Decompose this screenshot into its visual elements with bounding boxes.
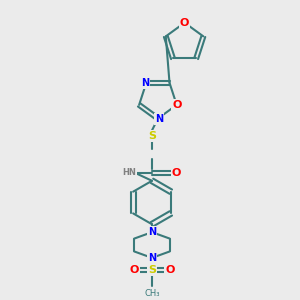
- Text: O: O: [172, 100, 182, 110]
- Text: O: O: [172, 168, 182, 178]
- Text: O: O: [130, 265, 139, 275]
- Text: S: S: [148, 131, 156, 141]
- Text: N: N: [148, 230, 156, 240]
- Text: HN: HN: [122, 168, 136, 177]
- Text: CH₃: CH₃: [144, 290, 160, 298]
- Text: O: O: [165, 265, 174, 275]
- Text: S: S: [148, 265, 156, 275]
- Text: N: N: [155, 114, 163, 124]
- Text: O: O: [180, 18, 189, 28]
- Text: N: N: [148, 253, 156, 263]
- Text: N: N: [148, 227, 156, 237]
- Text: N: N: [141, 78, 149, 88]
